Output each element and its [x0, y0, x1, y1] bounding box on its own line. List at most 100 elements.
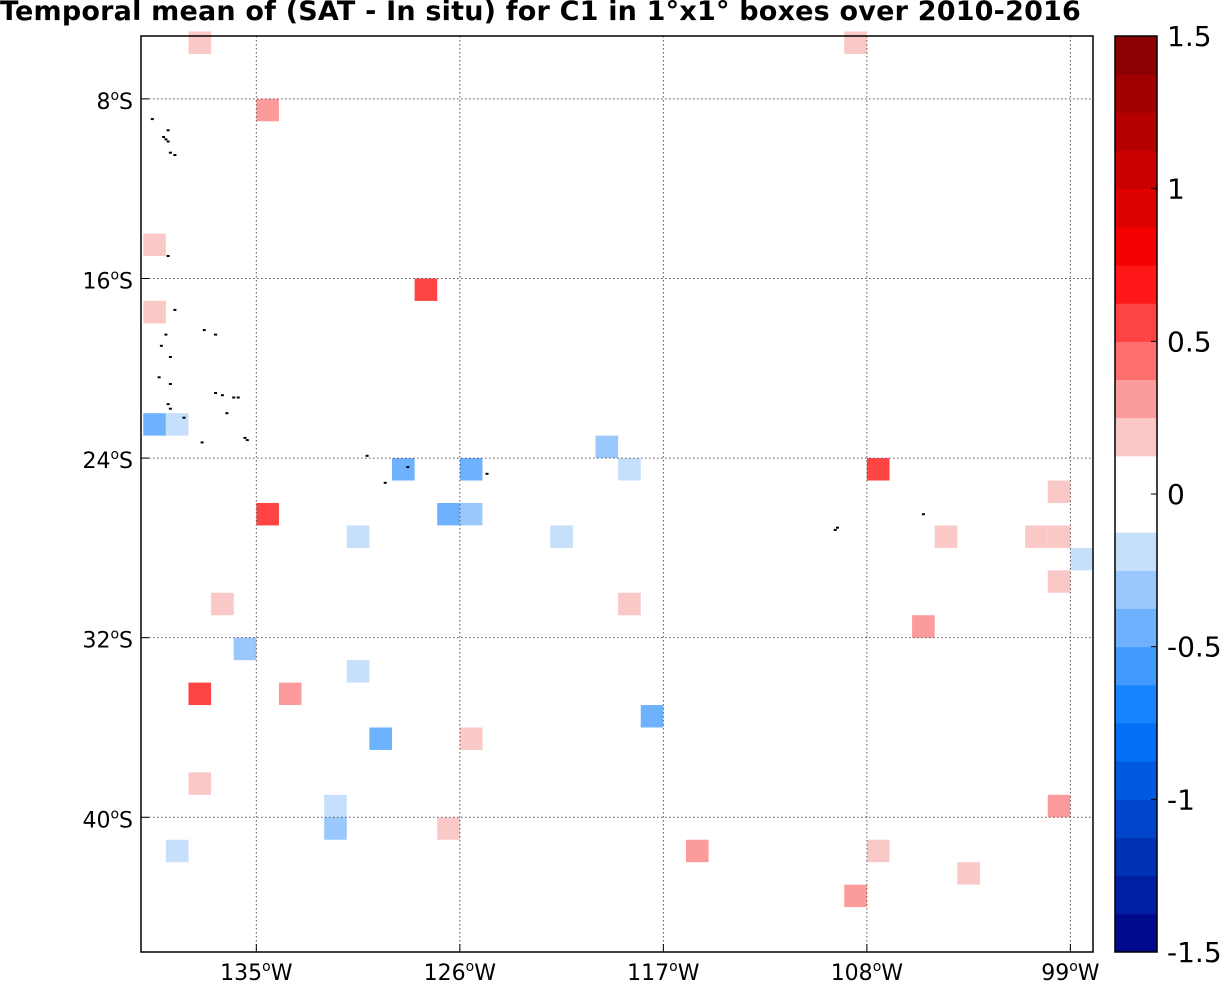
island-marker — [214, 392, 218, 394]
island-marker — [150, 118, 154, 121]
island-marker — [168, 151, 172, 154]
data-cell — [550, 525, 573, 548]
island-marker — [182, 416, 186, 419]
island-marker — [921, 513, 925, 516]
colorbar-tick-label: -1.5 — [1167, 936, 1222, 969]
y-tick-label: 32oS — [82, 627, 133, 654]
island-marker — [164, 138, 168, 141]
data-cell — [595, 435, 619, 459]
colorbar-tick-label: 0.5 — [1167, 325, 1212, 358]
data-cell — [256, 98, 279, 122]
colorbar — [1115, 36, 1157, 953]
data-cell — [188, 682, 212, 706]
data-cell — [459, 458, 483, 481]
x-tick-label: 99oW — [1041, 959, 1100, 984]
x-tick-label: 117oW — [627, 959, 700, 984]
island-marker — [833, 528, 837, 531]
colorbar-segment — [1115, 646, 1157, 686]
colorbar-tick-label: 1.5 — [1167, 20, 1212, 53]
colorbar-segment — [1115, 570, 1157, 609]
data-cell — [143, 413, 166, 436]
data-cell — [957, 862, 980, 885]
data-cell — [278, 682, 302, 706]
island-marker — [164, 333, 168, 336]
colorbar-segment — [1115, 837, 1157, 877]
figure-title: Temporal mean of (SAT - In situ) for C1 … — [0, 0, 1082, 27]
data-cell — [459, 547, 483, 571]
data-cell — [346, 525, 370, 548]
island-marker — [162, 136, 166, 138]
colorbar-segment — [1115, 303, 1157, 342]
data-cell — [369, 300, 392, 324]
data-cell — [1047, 480, 1071, 503]
colorbar-segment — [1115, 875, 1157, 915]
data-cell — [143, 233, 166, 257]
y-tick-label: 16oS — [82, 267, 133, 294]
data-cell — [414, 278, 438, 301]
colorbar-segment — [1115, 341, 1157, 380]
data-cell — [753, 547, 777, 571]
y-tick-label: 24oS — [82, 447, 133, 474]
data-cell — [640, 705, 664, 728]
colorbar-ticks: 1.5 1 0.5 0 -0.5 -1 -1.5 — [1151, 20, 1222, 969]
data-cell — [165, 839, 189, 863]
data-cell — [346, 323, 370, 346]
data-cell — [640, 660, 664, 683]
x-tick-label: 108oW — [831, 959, 904, 984]
colorbar-segment — [1115, 684, 1157, 724]
data-cell — [866, 839, 890, 863]
data-cell — [188, 772, 212, 795]
gridlines — [141, 36, 1093, 952]
map-frame — [140, 35, 1094, 953]
data-cells — [143, 31, 1093, 908]
colorbar-segment — [1115, 723, 1157, 762]
island-marker — [168, 407, 172, 410]
island-marker — [225, 412, 229, 415]
island-marker — [236, 396, 240, 399]
colorbar-segment — [1115, 150, 1157, 190]
data-cell — [1047, 794, 1071, 818]
island-marker — [202, 329, 206, 332]
data-cell — [934, 525, 958, 548]
colorbar-segment — [1115, 188, 1157, 228]
island-marker — [157, 376, 161, 379]
y-tick-label: 40oS — [82, 806, 133, 833]
data-cell — [211, 592, 234, 616]
island-marker — [365, 454, 369, 457]
data-cell — [324, 817, 347, 840]
island-marker — [166, 255, 170, 257]
island-marker — [220, 394, 224, 397]
data-cell — [459, 727, 483, 750]
data-cell — [844, 884, 867, 908]
data-cell — [188, 31, 212, 54]
island-marker — [166, 403, 170, 406]
colorbar-segment — [1115, 417, 1157, 457]
colorbar-segment — [1115, 379, 1157, 419]
data-cell — [844, 31, 867, 54]
island-marker — [166, 129, 170, 132]
colorbar-tick-label: 1 — [1167, 173, 1185, 206]
colorbar-segment — [1115, 265, 1157, 304]
data-cell — [527, 547, 551, 571]
data-cell — [527, 592, 551, 616]
data-cell — [1047, 525, 1071, 548]
x-axis-ticks: 135oW 126oW 117oW 108oW 99oW — [220, 944, 1100, 984]
data-cell — [1047, 570, 1071, 593]
island-marker — [173, 154, 177, 156]
data-cell — [437, 502, 460, 526]
colorbar-segment — [1115, 455, 1157, 495]
island-marker — [166, 140, 170, 143]
data-cell — [1025, 525, 1048, 548]
data-cell — [392, 480, 415, 503]
data-cell — [256, 502, 279, 526]
island-marker — [232, 396, 236, 399]
colorbar-segment — [1115, 36, 1157, 75]
colorbar-tick-label: 0 — [1167, 478, 1185, 511]
data-cell — [143, 300, 166, 324]
colorbar-tick-label: -0.5 — [1167, 631, 1222, 664]
x-tick-label: 126oW — [424, 959, 497, 984]
data-cell — [392, 458, 415, 481]
island-marker — [406, 466, 410, 469]
data-cell — [165, 413, 189, 436]
